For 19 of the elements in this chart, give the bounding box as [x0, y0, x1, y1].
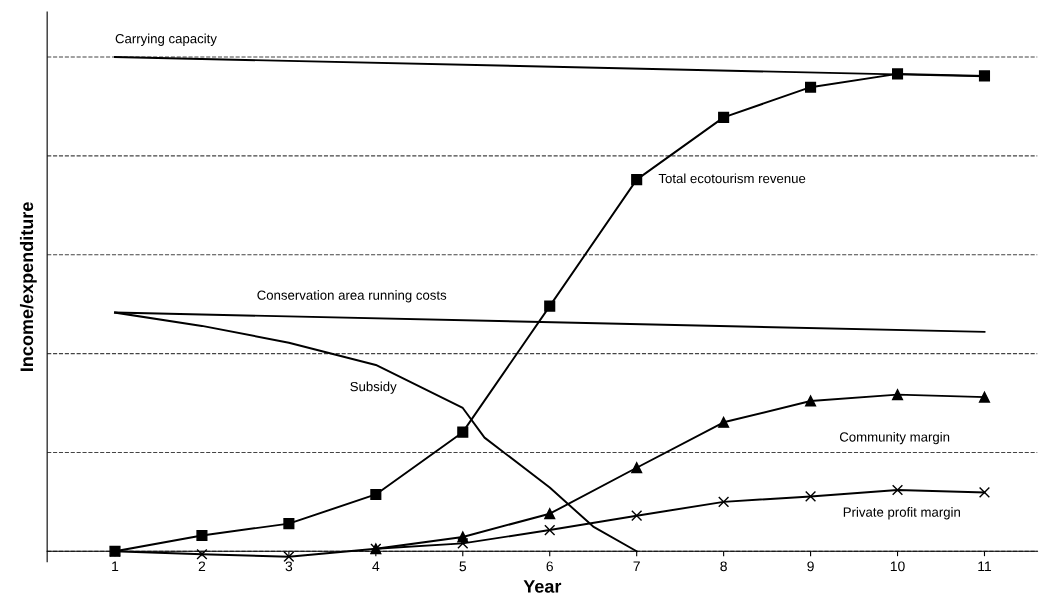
series-label: Carrying capacity: [115, 33, 217, 46]
series-label: Private profit margin: [843, 507, 960, 520]
x-tick-label: 9: [807, 561, 814, 572]
x-tick-label: 3: [285, 561, 293, 572]
x-tick-label: 4: [372, 561, 380, 572]
x-tick-label: 11: [978, 561, 992, 572]
x-axis-title: Year: [523, 580, 562, 593]
series-label: Subsidy: [350, 381, 397, 394]
y-axis-title: Income/expenditure: [19, 202, 37, 371]
x-tick-label: 6: [546, 561, 553, 572]
series-label: Conservation area running costs: [257, 290, 447, 303]
x-tick-label: 7: [633, 561, 640, 572]
x-tick-label: 5: [459, 561, 467, 572]
text: Community margin: [839, 431, 950, 445]
x-tick-label: 1: [112, 561, 119, 572]
series-label: Total ecotourism revenue: [658, 173, 806, 184]
x-tick-label: 8: [720, 561, 727, 572]
x-tick-label: 2: [198, 561, 206, 572]
x-tick-label: 10: [890, 561, 905, 572]
